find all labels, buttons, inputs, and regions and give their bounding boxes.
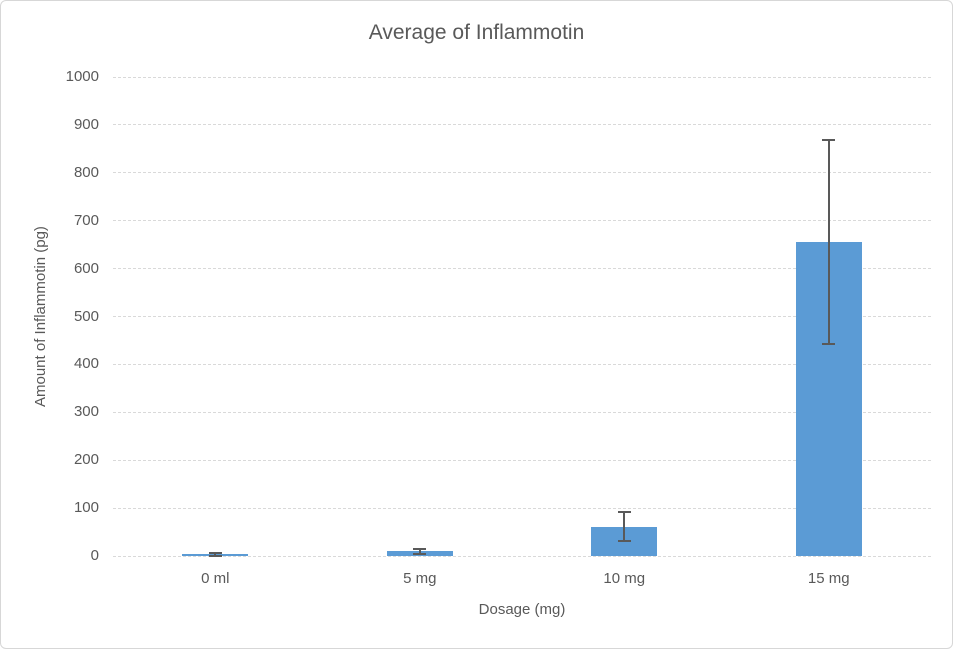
x-axis-tick-label: 5 mg [403,570,437,587]
error-bar-line [623,511,626,542]
y-axis-tick-label: 500 [73,307,99,325]
y-axis-tick-label: 600 [73,259,99,277]
gridline [113,76,931,78]
gridline [113,268,931,270]
gridline [113,172,931,174]
error-bar-line [827,140,830,345]
gridline [113,411,931,413]
y-axis-tick-label: 800 [73,163,99,181]
error-bar-cap-top [822,139,836,142]
error-bar-cap-bottom [413,553,427,556]
error-bar-cap-bottom [822,343,836,346]
x-axis-tick-label: 10 mg [603,570,646,587]
x-axis-title: Dosage (mg) [478,601,566,618]
error-bar-cap-bottom [208,554,222,557]
gridline [113,459,931,461]
x-axis-tick-label: 0 ml [201,570,230,587]
chart-title: Average of Inflammotin [368,21,585,44]
error-bar-line [418,548,421,555]
gridline [113,363,931,365]
y-axis-tick-label: 900 [73,115,99,133]
error-bar-cap-top [413,547,427,550]
x-axis-tick-label: 15 mg [807,570,850,587]
error-bar-cap-bottom [617,540,631,543]
y-axis-tick-label: 400 [73,355,99,373]
gridline [113,316,931,317]
gridline [113,124,931,126]
plot-area [113,76,931,557]
y-axis-tick-label: 700 [73,211,99,229]
y-axis-tick-label: 0 [90,547,99,564]
y-axis-tick-label: 1000 [65,68,99,85]
gridline [113,555,931,557]
gridline [113,220,931,222]
error-bar-cap-top [617,510,631,513]
error-bar-cap-top [208,551,222,554]
y-axis-tick-label: 300 [73,403,99,421]
y-axis-tick-label: 200 [73,451,99,469]
y-axis-tick-label: 100 [73,499,99,517]
error-bar-line [214,552,217,556]
gridline [113,507,931,509]
